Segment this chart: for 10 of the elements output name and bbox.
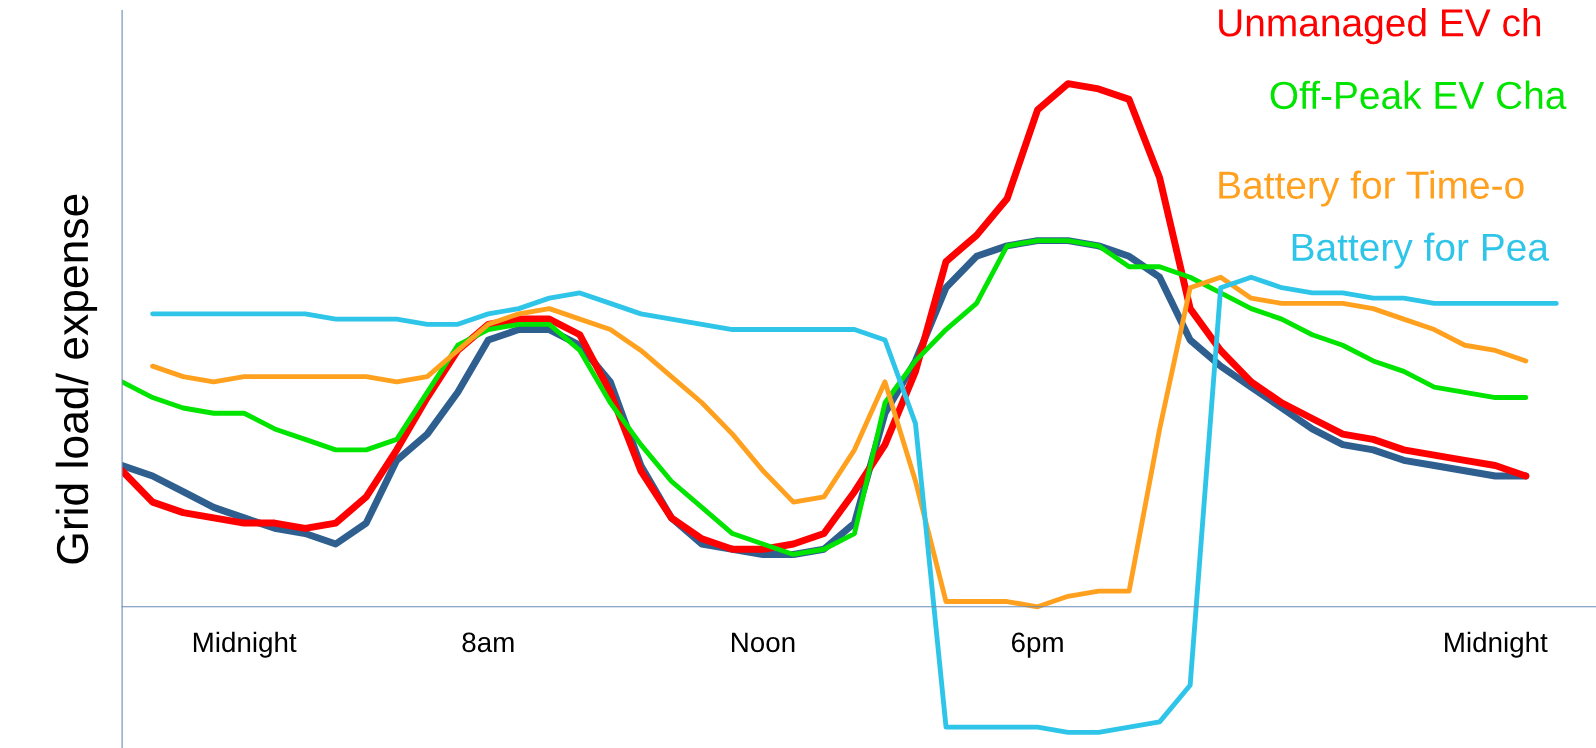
x-tick-label: Noon <box>732 632 795 653</box>
y-axis-title: Grid load/ expense <box>55 194 98 564</box>
text: Unmanaged EV ch <box>1219 8 1541 45</box>
series-label: Battery for Time-o <box>1219 170 1524 207</box>
x-tick-label: Midnight <box>193 631 297 658</box>
text: Off-Peak EV Cha <box>1270 80 1567 110</box>
x-tick-label: Midnight <box>1445 631 1548 658</box>
x-tick-label: 8am <box>462 632 514 653</box>
series-label: Battery for Pea <box>1292 232 1549 269</box>
x-tick-label: 6pm <box>1011 632 1063 658</box>
